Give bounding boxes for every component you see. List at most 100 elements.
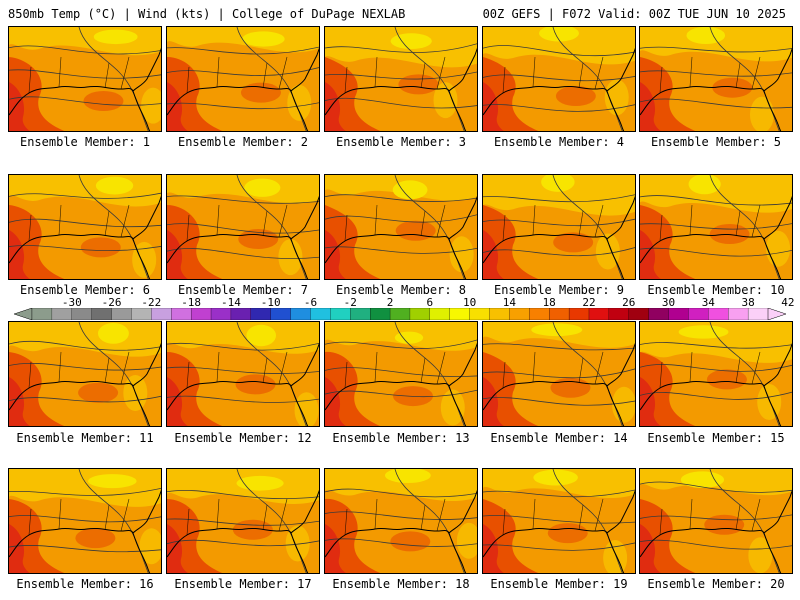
ensemble-member-panel bbox=[639, 468, 793, 574]
colorbar-tick-label: 10 bbox=[462, 296, 477, 309]
colorbar-tick-label: 42 bbox=[781, 296, 795, 309]
ensemble-map bbox=[325, 175, 477, 279]
colorbar-swatch bbox=[51, 308, 73, 320]
colorbar-tick-label: 30 bbox=[661, 296, 676, 309]
ensemble-map bbox=[640, 175, 792, 279]
run-valid-time: 00Z GEFS | F072 Valid: 00Z TUE JUN 10 20… bbox=[482, 7, 786, 21]
ensemble-map bbox=[167, 469, 319, 573]
colorbar-tick-label: 22 bbox=[582, 296, 596, 309]
ensemble-map bbox=[325, 322, 477, 426]
ensemble-map bbox=[9, 175, 161, 279]
ensemble-member-label: Ensemble Member: 16 bbox=[16, 577, 154, 591]
colorbar-swatch bbox=[708, 308, 729, 320]
ensemble-map bbox=[167, 322, 319, 426]
colorbar-swatch bbox=[608, 308, 630, 320]
ensemble-member-panel bbox=[324, 174, 478, 280]
ensemble-map bbox=[483, 175, 635, 279]
colorbar-swatch bbox=[489, 308, 510, 320]
ensemble-member-label: Ensemble Member: 6 bbox=[19, 283, 151, 297]
ensemble-map bbox=[483, 322, 635, 426]
colorbar-swatch bbox=[628, 308, 650, 320]
colorbar-swatch bbox=[290, 308, 311, 320]
ensemble-member-label: Ensemble Member: 15 bbox=[647, 431, 785, 445]
colorbar-swatch bbox=[31, 308, 53, 320]
map-title: 850mb Temp (°C) | Wind (kts) | College o… bbox=[8, 7, 406, 21]
ensemble-member-label: Ensemble Member: 2 bbox=[177, 135, 309, 149]
ensemble-member-panel bbox=[8, 26, 162, 132]
ensemble-member-label: Ensemble Member: 7 bbox=[177, 283, 309, 297]
ensemble-map bbox=[325, 27, 477, 131]
ensemble-member-panel bbox=[324, 468, 478, 574]
ensemble-map bbox=[640, 27, 792, 131]
colorbar-swatch bbox=[350, 308, 371, 320]
colorbar-tick-label: 14 bbox=[502, 296, 517, 309]
colorbar-tick-label: 38 bbox=[741, 296, 755, 309]
colorbar-tick-label: -30 bbox=[61, 296, 82, 309]
colorbar-tick-label: -22 bbox=[141, 296, 162, 309]
ensemble-member-panel bbox=[482, 174, 636, 280]
ensemble-member-label: Ensemble Member: 12 bbox=[174, 431, 312, 445]
colorbar-swatch bbox=[250, 308, 272, 320]
ensemble-member-label: Ensemble Member: 5 bbox=[650, 135, 782, 149]
colorbar-tick-label: -26 bbox=[101, 296, 122, 309]
ensemble-member-panel bbox=[482, 26, 636, 132]
colorbar-swatch bbox=[71, 308, 93, 320]
colorbar-swatch bbox=[728, 308, 749, 320]
colorbar-swatch bbox=[210, 308, 232, 320]
ensemble-member-panel bbox=[639, 26, 793, 132]
colorbar-swatch bbox=[270, 308, 292, 320]
ensemble-member-label: Ensemble Member: 14 bbox=[490, 431, 628, 445]
colorbar-swatch bbox=[509, 308, 530, 320]
ensemble-member-panel bbox=[166, 321, 320, 427]
colorbar-swatch bbox=[151, 308, 172, 320]
ensemble-member-label: Ensemble Member: 9 bbox=[493, 283, 625, 297]
ensemble-member-label: Ensemble Member: 18 bbox=[332, 577, 470, 591]
colorbar-swatch bbox=[688, 308, 709, 320]
ensemble-member-panel bbox=[639, 321, 793, 427]
colorbar-swatch bbox=[310, 308, 331, 320]
colorbar-swatch bbox=[747, 308, 769, 320]
ensemble-map bbox=[640, 322, 792, 426]
ensemble-member-panel bbox=[482, 468, 636, 574]
colorbar-swatch bbox=[389, 308, 411, 320]
ensemble-map bbox=[9, 469, 161, 573]
colorbar-tick-label: -14 bbox=[220, 296, 241, 309]
temperature-colorbar bbox=[14, 308, 786, 320]
colorbar-swatch bbox=[330, 308, 351, 320]
ensemble-member-panel bbox=[166, 468, 320, 574]
colorbar-swatch bbox=[131, 308, 152, 320]
colorbar-swatch bbox=[370, 308, 391, 320]
ensemble-member-label: Ensemble Member: 20 bbox=[647, 577, 785, 591]
ensemble-member-panel bbox=[8, 174, 162, 280]
colorbar-swatch bbox=[588, 308, 610, 320]
ensemble-member-panel bbox=[482, 321, 636, 427]
ensemble-member-label: Ensemble Member: 1 bbox=[19, 135, 151, 149]
colorbar-tick-label: 6 bbox=[426, 296, 434, 309]
colorbar-tick-label: 34 bbox=[701, 296, 715, 309]
ensemble-member-label: Ensemble Member: 10 bbox=[647, 283, 785, 297]
colorbar-tick-label: -2 bbox=[343, 296, 357, 309]
colorbar-tick-label: -6 bbox=[303, 296, 318, 309]
ensemble-member-panel bbox=[8, 321, 162, 427]
colorbar-swatch bbox=[111, 308, 132, 320]
ensemble-member-panel bbox=[324, 26, 478, 132]
ensemble-member-panel bbox=[324, 321, 478, 427]
colorbar-swatch bbox=[449, 308, 471, 320]
colorbar-swatch bbox=[429, 308, 451, 320]
colorbar-swatch bbox=[549, 308, 570, 320]
ensemble-map bbox=[483, 27, 635, 131]
ensemble-member-label: Ensemble Member: 13 bbox=[332, 431, 470, 445]
ensemble-member-label: Ensemble Member: 11 bbox=[16, 431, 154, 445]
ensemble-member-panel bbox=[639, 174, 793, 280]
colorbar-swatch bbox=[529, 308, 550, 320]
ensemble-member-label: Ensemble Member: 17 bbox=[174, 577, 312, 591]
colorbar-swatch bbox=[568, 308, 590, 320]
ensemble-map bbox=[325, 469, 477, 573]
ensemble-member-label: Ensemble Member: 8 bbox=[335, 283, 467, 297]
ensemble-member-label: Ensemble Member: 19 bbox=[490, 577, 628, 591]
colorbar-swatch bbox=[668, 308, 689, 320]
colorbar-swatch bbox=[469, 308, 490, 320]
colorbar-swatch bbox=[171, 308, 192, 320]
colorbar-tick-label: 2 bbox=[386, 296, 394, 309]
ensemble-member-label: Ensemble Member: 4 bbox=[493, 135, 625, 149]
